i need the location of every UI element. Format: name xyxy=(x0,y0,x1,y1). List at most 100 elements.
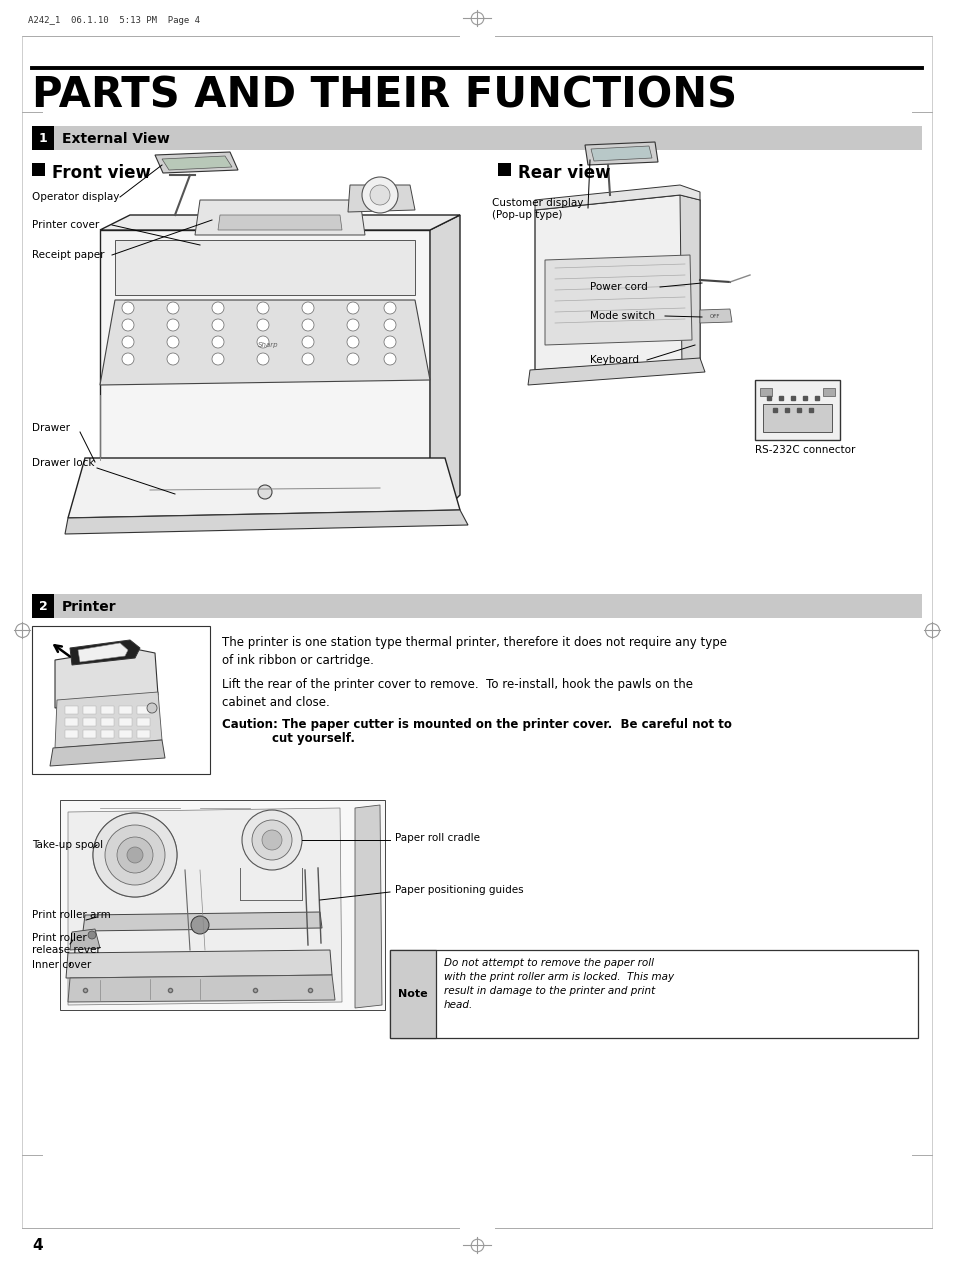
Bar xyxy=(119,707,132,714)
Bar xyxy=(762,404,831,432)
Polygon shape xyxy=(154,152,237,173)
Circle shape xyxy=(361,177,397,214)
Circle shape xyxy=(347,336,358,348)
Polygon shape xyxy=(55,691,162,748)
Bar xyxy=(760,388,771,396)
Circle shape xyxy=(262,830,282,849)
Text: 2: 2 xyxy=(38,600,48,613)
Circle shape xyxy=(347,319,358,331)
Polygon shape xyxy=(70,640,140,665)
Polygon shape xyxy=(194,200,365,235)
Circle shape xyxy=(257,485,272,499)
Circle shape xyxy=(384,353,395,365)
Circle shape xyxy=(212,353,224,365)
Bar xyxy=(390,951,436,1038)
Text: 1: 1 xyxy=(38,133,48,145)
Text: release rever: release rever xyxy=(32,945,101,956)
Bar xyxy=(32,594,921,618)
Polygon shape xyxy=(100,215,459,230)
Text: Caution: The paper cutter is mounted on the printer cover.  Be careful not to: Caution: The paper cutter is mounted on … xyxy=(222,718,731,731)
Circle shape xyxy=(256,336,269,348)
Text: External View: External View xyxy=(62,131,170,147)
Bar xyxy=(83,731,96,738)
Text: cut yourself.: cut yourself. xyxy=(272,732,355,744)
Circle shape xyxy=(167,319,179,331)
Circle shape xyxy=(302,302,314,313)
Text: Do not attempt to remove the paper roll
with the print roller arm is locked.  Th: Do not attempt to remove the paper roll … xyxy=(443,958,674,1010)
Circle shape xyxy=(384,336,395,348)
Polygon shape xyxy=(544,255,691,345)
Circle shape xyxy=(88,932,96,939)
Polygon shape xyxy=(66,951,332,978)
Text: OFF: OFF xyxy=(709,313,720,319)
Text: Printer: Printer xyxy=(62,600,116,614)
Text: Customer display: Customer display xyxy=(492,198,583,209)
Circle shape xyxy=(384,302,395,313)
Text: (Pop-up type): (Pop-up type) xyxy=(492,210,561,220)
Polygon shape xyxy=(527,358,704,386)
Bar xyxy=(32,594,54,618)
Text: Power cord: Power cord xyxy=(589,282,647,292)
Circle shape xyxy=(256,302,269,313)
Circle shape xyxy=(122,336,133,348)
Text: Take-up spool: Take-up spool xyxy=(32,841,103,849)
Polygon shape xyxy=(162,155,232,169)
Circle shape xyxy=(105,825,165,885)
Bar xyxy=(137,731,150,738)
Text: Inner cover: Inner cover xyxy=(32,959,91,969)
Bar xyxy=(32,163,45,176)
Polygon shape xyxy=(55,648,158,708)
Bar xyxy=(65,707,78,714)
Circle shape xyxy=(191,916,209,934)
Bar xyxy=(60,800,385,1010)
Text: Sharp: Sharp xyxy=(257,343,278,348)
Text: Note: Note xyxy=(397,988,427,999)
Circle shape xyxy=(242,810,302,870)
Circle shape xyxy=(302,353,314,365)
Bar xyxy=(65,718,78,726)
Bar xyxy=(101,718,113,726)
Bar xyxy=(32,126,54,150)
Circle shape xyxy=(212,319,224,331)
Polygon shape xyxy=(700,308,731,324)
Bar xyxy=(83,718,96,726)
Circle shape xyxy=(117,837,152,873)
Polygon shape xyxy=(70,929,100,951)
Text: Front view: Front view xyxy=(52,164,151,182)
Polygon shape xyxy=(83,913,322,932)
Bar xyxy=(101,731,113,738)
Polygon shape xyxy=(85,460,444,509)
Circle shape xyxy=(252,820,292,860)
Bar xyxy=(101,707,113,714)
Bar xyxy=(137,718,150,726)
Bar xyxy=(119,731,132,738)
Circle shape xyxy=(212,302,224,313)
Polygon shape xyxy=(68,458,459,518)
Text: Lift the rear of the printer cover to remove.  To re-install, hook the pawls on : Lift the rear of the printer cover to re… xyxy=(222,678,692,709)
Bar xyxy=(754,380,840,440)
Text: Operator display: Operator display xyxy=(32,192,119,202)
Circle shape xyxy=(147,703,157,713)
Text: PARTS AND THEIR FUNCTIONS: PARTS AND THEIR FUNCTIONS xyxy=(32,75,737,116)
Text: Drawer lock: Drawer lock xyxy=(32,458,94,468)
Bar xyxy=(822,388,834,396)
Bar xyxy=(83,707,96,714)
Polygon shape xyxy=(68,808,341,1005)
Polygon shape xyxy=(218,215,341,230)
Polygon shape xyxy=(65,509,468,533)
Polygon shape xyxy=(679,195,700,368)
Circle shape xyxy=(302,336,314,348)
Polygon shape xyxy=(584,142,658,166)
Circle shape xyxy=(122,353,133,365)
Circle shape xyxy=(167,336,179,348)
Polygon shape xyxy=(78,643,128,662)
Text: Paper positioning guides: Paper positioning guides xyxy=(395,885,523,895)
Bar xyxy=(497,163,511,176)
Polygon shape xyxy=(355,805,381,1007)
Text: Rear view: Rear view xyxy=(517,164,610,182)
Circle shape xyxy=(256,353,269,365)
Text: Mode switch: Mode switch xyxy=(589,311,655,321)
Circle shape xyxy=(302,319,314,331)
Circle shape xyxy=(122,302,133,313)
Text: Printer cover: Printer cover xyxy=(32,220,99,230)
